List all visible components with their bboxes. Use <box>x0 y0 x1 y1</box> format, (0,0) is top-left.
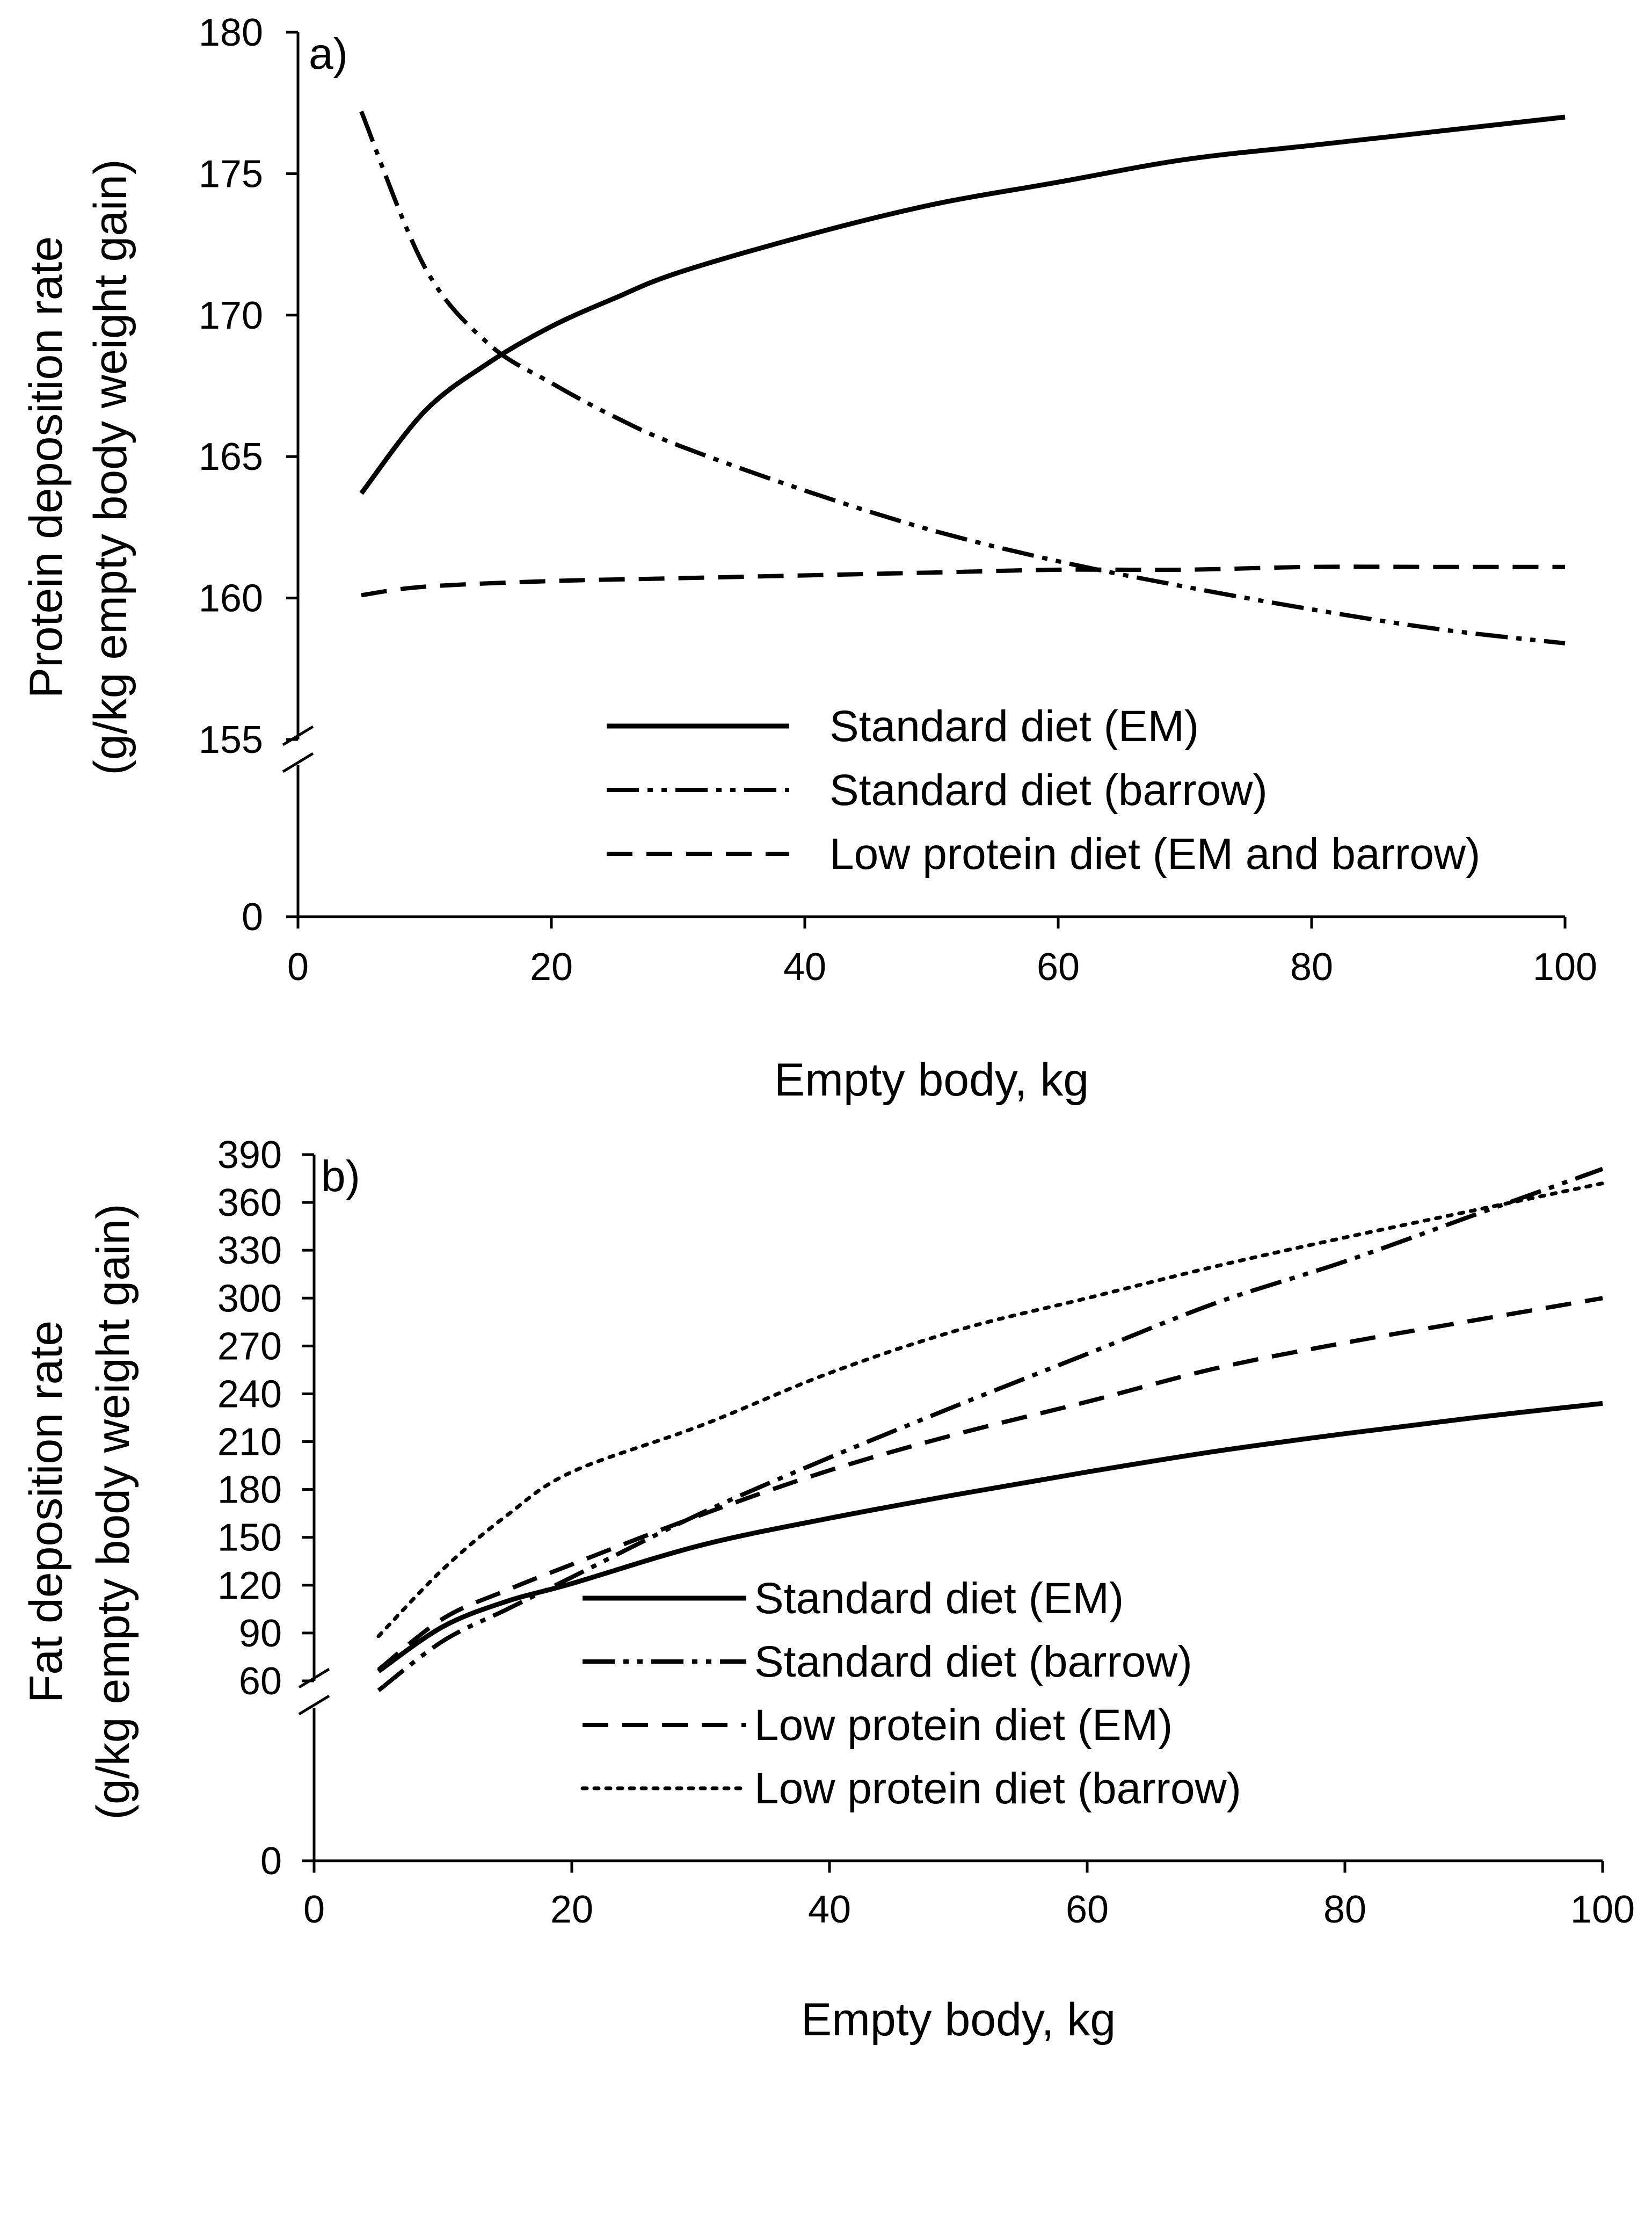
x-tick-label: 100 <box>1570 1888 1635 1931</box>
y-tick-label: 90 <box>239 1612 282 1655</box>
panel-a-protein-chart: 180 175 170 165 160 155 00 20 40 60 80 100 Empty bod… <box>20 11 1597 1106</box>
axis-break-mark <box>298 1667 330 1689</box>
series-line-dashdotdot <box>359 110 1566 645</box>
x-tick-label: 80 <box>1290 946 1333 989</box>
y-axis-title-line2: (g/kg empty body weight gain) <box>88 1203 139 1819</box>
y-tick-label: 175 <box>199 153 263 195</box>
legend-label: Low protein diet (barrow) <box>754 1764 1241 1813</box>
y-tick-label: 180 <box>217 1469 282 1512</box>
legend-label: Low protein diet (EM and barrow) <box>829 830 1480 879</box>
y-tick-label: 155 <box>199 719 263 761</box>
y-tick-label: 300 <box>217 1277 282 1320</box>
y-tick-label: 180 <box>199 11 263 54</box>
legend-label: Standard diet (barrow) <box>754 1637 1192 1686</box>
axis-break-mark <box>298 1694 330 1716</box>
y-axis-title-line1: Fat deposition rate <box>20 1321 72 1703</box>
x-tick-label: 20 <box>530 946 573 989</box>
x-tick-label: 80 <box>1323 1888 1366 1931</box>
y-tick-label: 330 <box>217 1229 282 1272</box>
x-axis-title: Empty body, kg <box>774 1054 1089 1106</box>
series-line-solid <box>377 1401 1603 1673</box>
x-tick-label: 60 <box>1037 946 1080 989</box>
y-tick-label: 210 <box>217 1421 282 1464</box>
x-tick-label: 60 <box>1066 1888 1109 1931</box>
x-tick-label: 0 <box>303 1888 325 1931</box>
series-line-dashed <box>361 564 1565 598</box>
x-tick-label: 20 <box>550 1888 593 1931</box>
y-tick-label: 160 <box>199 577 263 620</box>
x-tick-label: 0 <box>287 946 309 989</box>
x-tick-label: 40 <box>808 1888 851 1931</box>
y-tick-label: 165 <box>199 436 263 478</box>
axis-break-mark <box>282 752 314 773</box>
y-axis-title-line1: Protein deposition rate <box>20 236 72 699</box>
legend-label: Low protein diet (EM) <box>754 1701 1173 1750</box>
legend-label: Standard diet (EM) <box>829 702 1199 751</box>
y-tick-label: 240 <box>217 1373 282 1416</box>
series-line-dotted <box>376 1181 1605 1638</box>
series-line-solid <box>359 114 1566 495</box>
y-tick-label: 150 <box>217 1517 282 1560</box>
y-tick-label: 60 <box>239 1660 282 1703</box>
y-tick-label-zero: 0 <box>260 1840 282 1883</box>
y-tick-label: 360 <box>217 1181 282 1224</box>
legend-label: Standard diet (barrow) <box>829 766 1268 815</box>
x-tick-label: 100 <box>1533 946 1597 989</box>
panel-label: b) <box>321 1152 360 1201</box>
x-tick-label: 40 <box>783 946 826 989</box>
legend-label: Standard diet (EM) <box>754 1574 1124 1623</box>
y-tick-label: 270 <box>217 1325 282 1368</box>
x-axis-title: Empty body, kg <box>801 1994 1116 2046</box>
series-line-dashdotdot <box>377 1166 1604 1692</box>
y-tick-label: 390 <box>217 1134 282 1177</box>
series-line-dashed <box>377 1296 1603 1672</box>
y-tick-label-zero: 0 <box>242 896 263 939</box>
y-tick-label: 170 <box>199 294 263 337</box>
y-axis-title-line2: (g/kg empty body weight gain) <box>85 159 136 775</box>
y-tick-label: 120 <box>217 1564 282 1607</box>
axis-break-mark <box>282 725 314 746</box>
panel-label: a) <box>309 30 348 78</box>
